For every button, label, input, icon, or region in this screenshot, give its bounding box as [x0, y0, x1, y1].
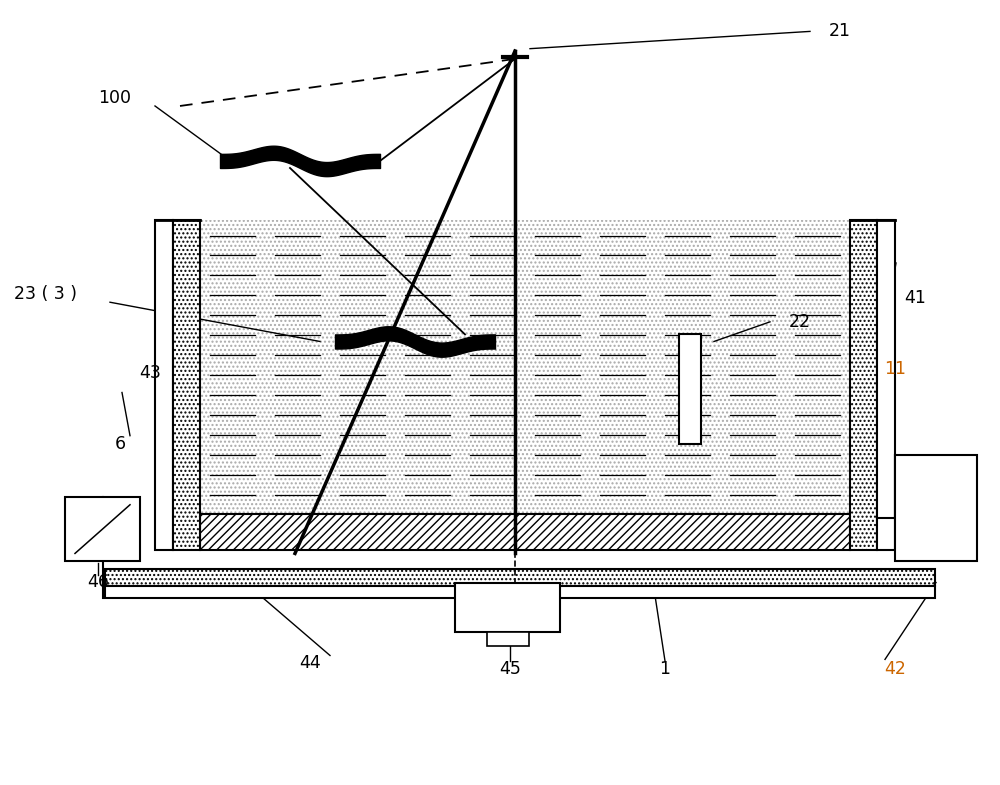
- Bar: [895, 455, 977, 561]
- Text: 41: 41: [904, 290, 926, 307]
- Text: 1: 1: [660, 660, 670, 677]
- Bar: [173, 220, 200, 550]
- Text: 11: 11: [884, 360, 906, 378]
- Text: 45: 45: [499, 660, 521, 677]
- Text: 100: 100: [98, 89, 132, 107]
- Bar: [200, 220, 850, 514]
- Text: 21: 21: [829, 23, 851, 40]
- Bar: [200, 514, 850, 550]
- Text: 44: 44: [299, 655, 321, 672]
- Text: 46: 46: [87, 574, 109, 591]
- Bar: [155, 220, 173, 550]
- Bar: [455, 583, 560, 632]
- Text: 6: 6: [114, 435, 126, 452]
- Text: 42: 42: [884, 660, 906, 677]
- Bar: [105, 569, 935, 586]
- Bar: [487, 632, 529, 646]
- Text: 43: 43: [139, 364, 161, 382]
- Bar: [850, 220, 877, 550]
- Bar: [65, 497, 140, 561]
- Bar: [679, 334, 701, 444]
- Text: 23 ( 3 ): 23 ( 3 ): [14, 286, 76, 303]
- Bar: [877, 220, 895, 550]
- Text: 22: 22: [789, 313, 811, 330]
- Bar: [105, 586, 935, 598]
